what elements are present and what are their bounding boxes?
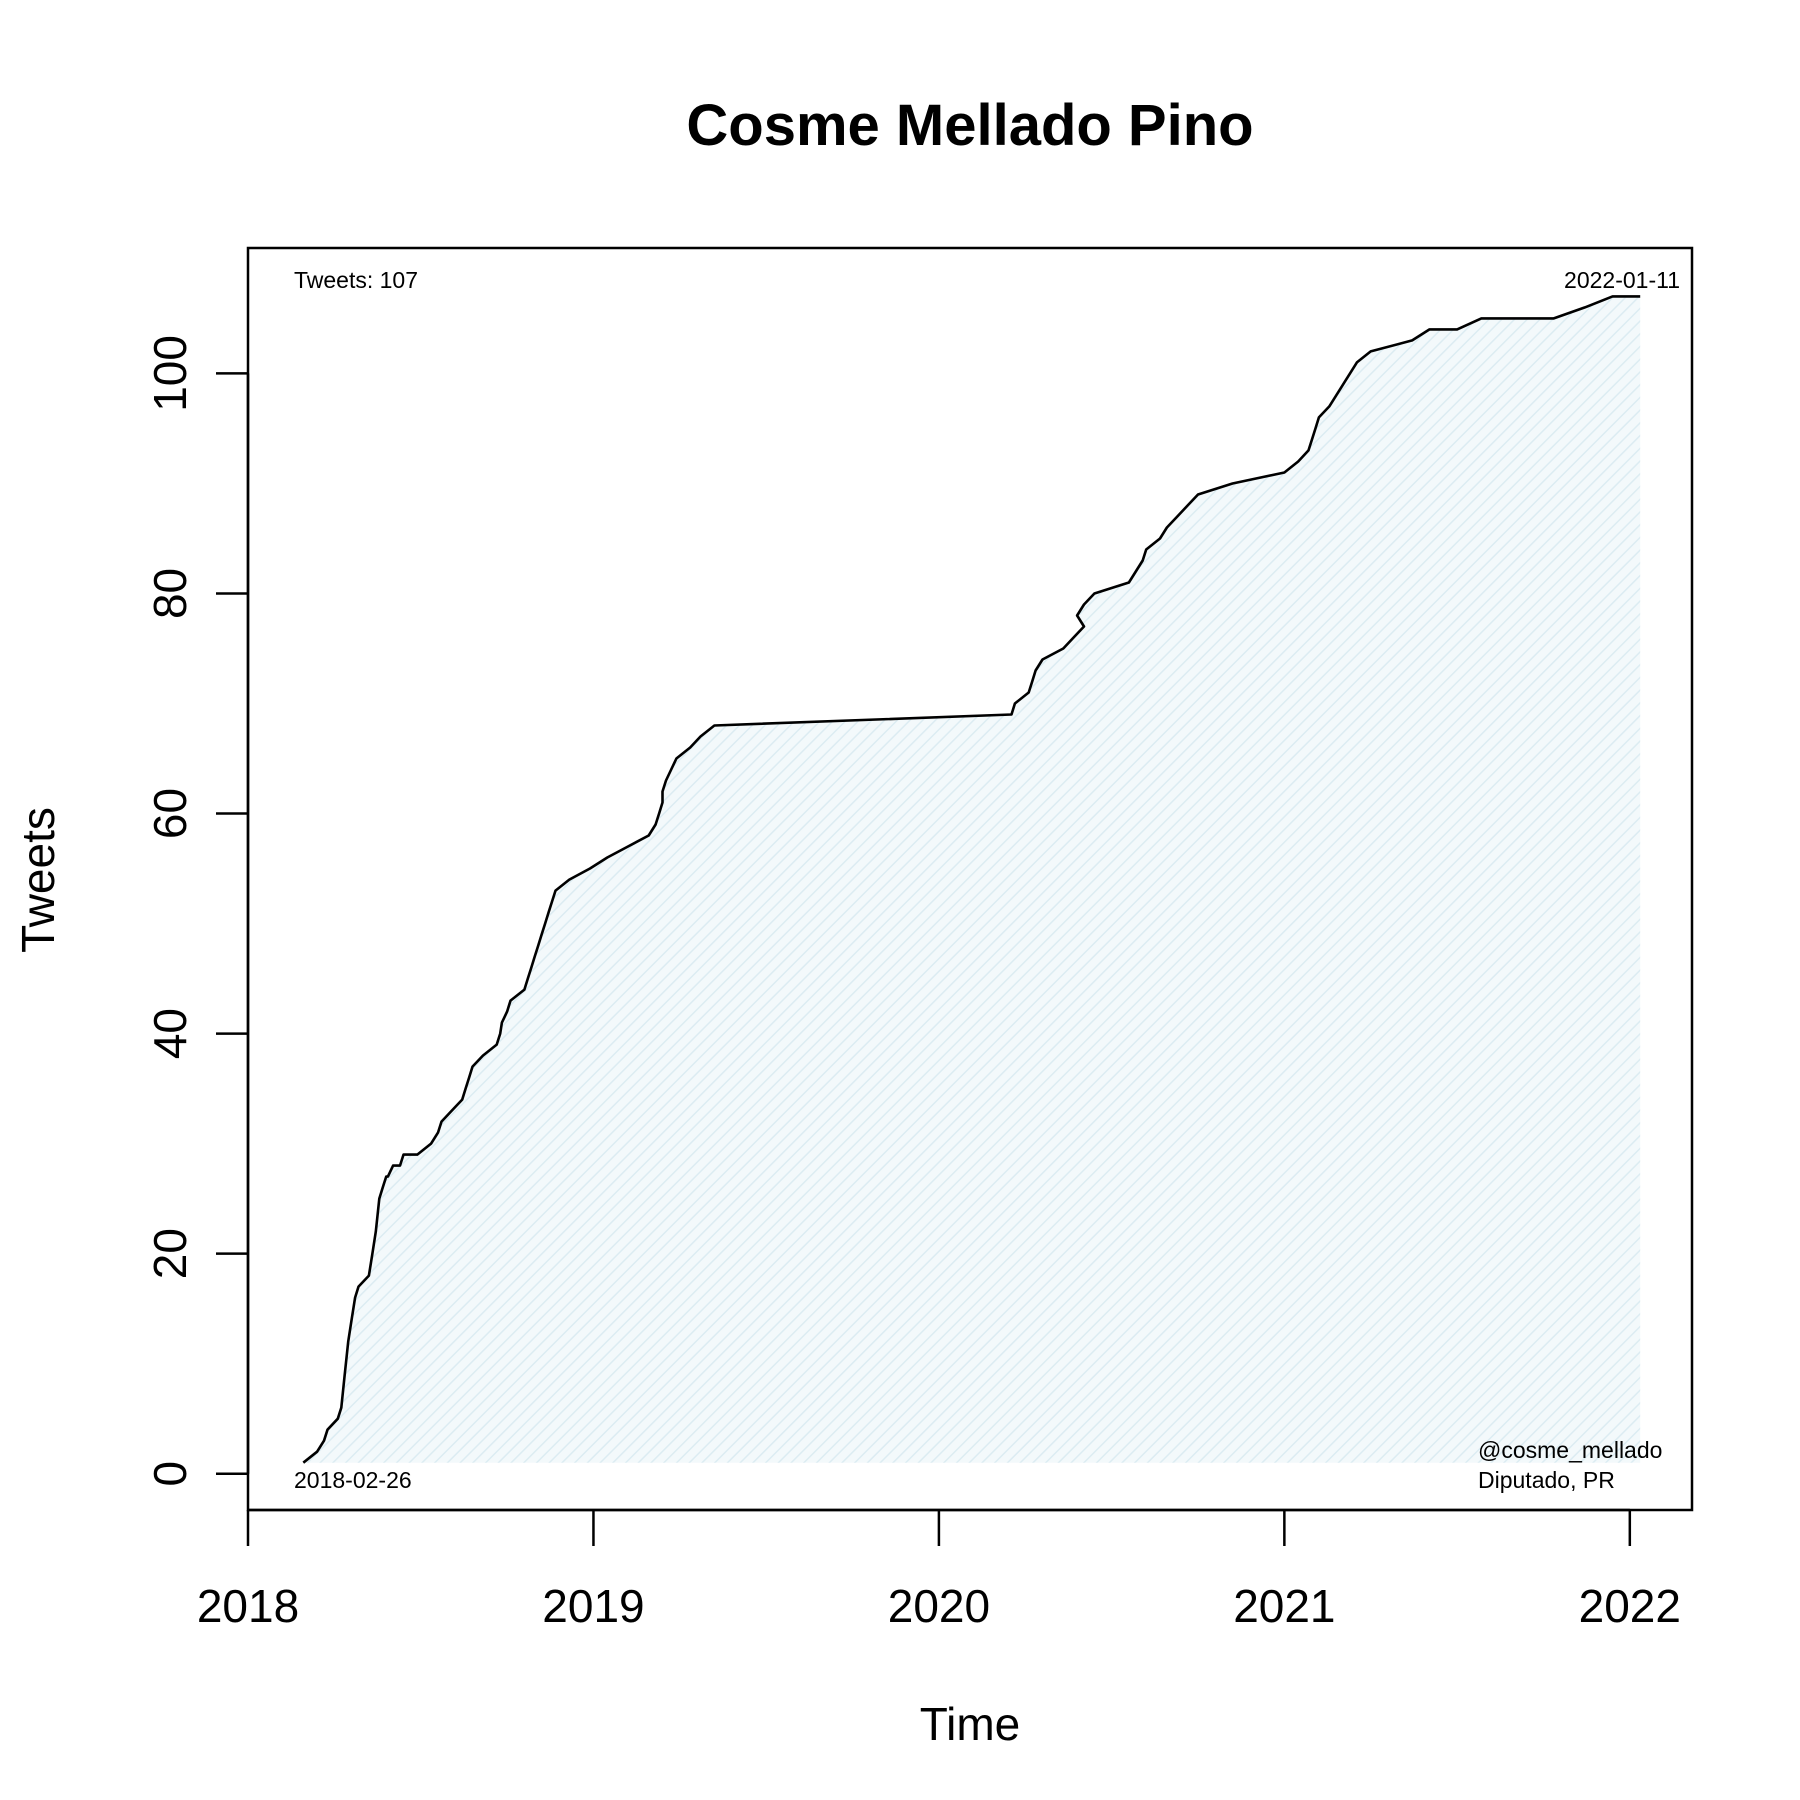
cumulative-tweets-line [302, 295, 1641, 1464]
x-axis-title: Time [920, 1698, 1021, 1750]
y-tick-label: 60 [144, 788, 196, 839]
plot-area [302, 295, 1641, 1464]
tweet-count-label: Tweets: 107 [294, 267, 418, 293]
chart-title: Cosme Mellado Pino [686, 93, 1253, 158]
role-label: Diputado, PR [1478, 1467, 1615, 1493]
y-tick-label: 20 [144, 1228, 196, 1279]
x-tick-label: 2021 [1233, 1580, 1335, 1632]
y-tick-label: 100 [144, 335, 196, 412]
y-tick-label: 80 [144, 568, 196, 619]
y-axis: 0 20 40 60 80 100 [144, 335, 250, 1487]
start-date-label: 2018-02-26 [294, 1467, 412, 1493]
y-tick-label: 0 [144, 1461, 196, 1487]
y-axis-title: Tweets [12, 807, 64, 953]
x-tick-label: 2020 [888, 1580, 990, 1632]
x-axis: 2018 2019 2020 2021 2022 [197, 1508, 1681, 1632]
end-date-label: 2022-01-11 [1564, 267, 1680, 293]
x-tick-label: 2022 [1579, 1580, 1681, 1632]
x-tick-label: 2018 [197, 1580, 299, 1632]
cumulative-area [303, 296, 1641, 1463]
x-tick-label: 2019 [542, 1580, 644, 1632]
y-tick-label: 40 [144, 1008, 196, 1059]
handle-label: @cosme_mellado [1478, 1437, 1662, 1463]
